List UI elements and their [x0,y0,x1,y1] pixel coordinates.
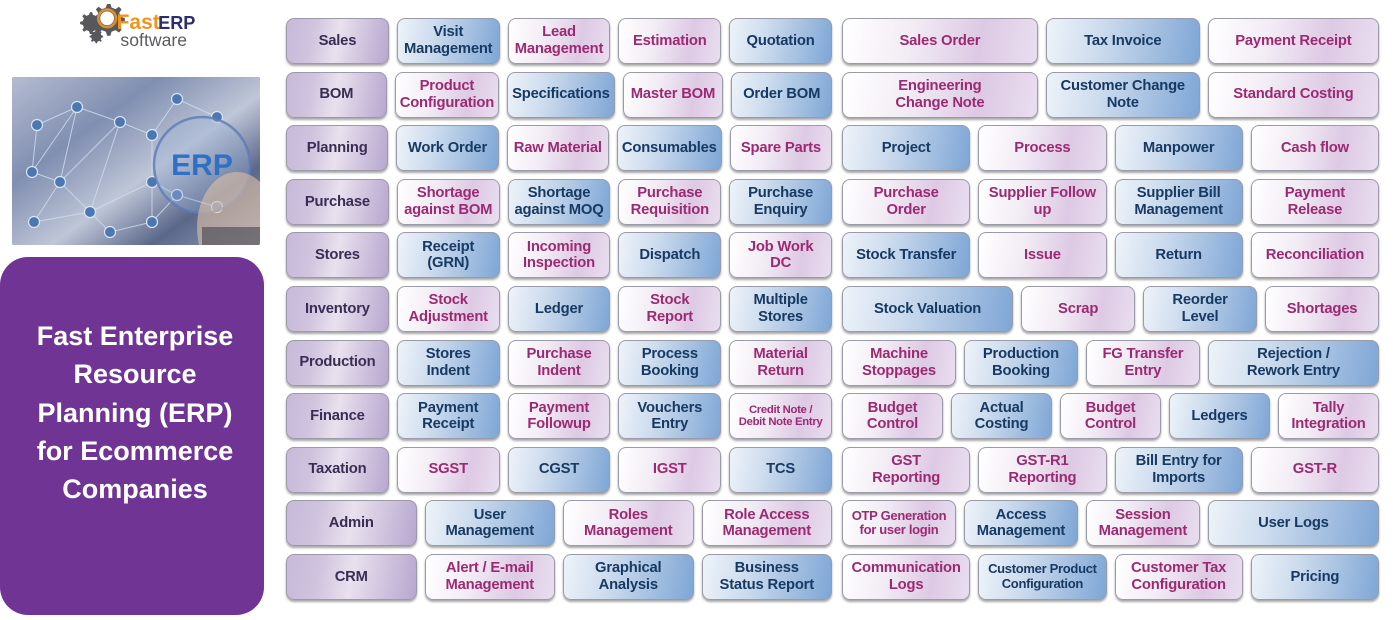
svg-text:software: software [120,30,187,50]
